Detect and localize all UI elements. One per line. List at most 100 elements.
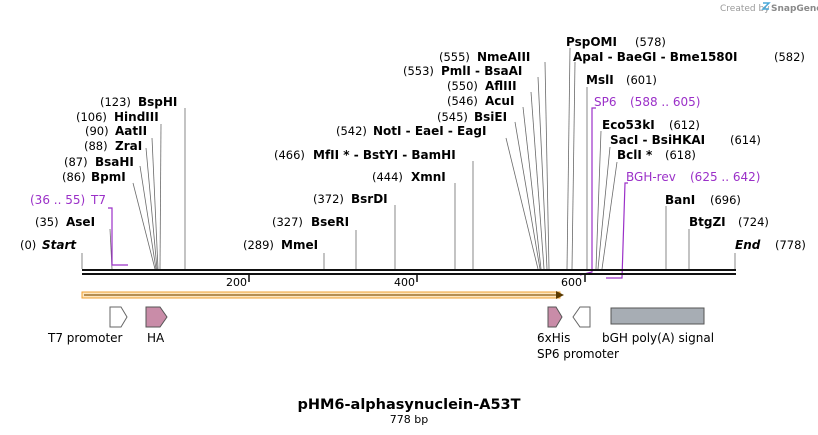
site-name-bsrdi: BsrDI <box>351 192 388 206</box>
site-pos-bseri: (327) <box>272 215 303 229</box>
primer-sp6-marker <box>579 107 596 276</box>
site-pos-noti: (542) <box>336 124 367 138</box>
leader-hindiii <box>159 123 162 270</box>
backbone-top <box>82 269 736 271</box>
site-pos-zrai: (88) <box>84 139 108 153</box>
plasmid-length: 778 bp <box>390 413 428 426</box>
site-pos-afliii: (550) <box>447 79 478 93</box>
site-name-bpmi: BpmI <box>91 170 126 184</box>
leader-afliii <box>530 91 545 270</box>
primer-range-sp6: (588 .. 605) <box>630 95 700 109</box>
leader-bpmi <box>132 182 156 270</box>
site-name-asei: AseI <box>66 215 95 229</box>
feature-sp6-promoter-arrow <box>572 306 591 328</box>
site-name-acui: AcuI <box>485 94 514 108</box>
leader-bsiei <box>514 121 541 270</box>
site-name-bseri: BseRI <box>311 215 349 229</box>
leader-acui <box>522 106 542 270</box>
site-pos-bsrdi: (372) <box>313 192 344 206</box>
site-pos-end: (778) <box>775 238 806 252</box>
site-pos-btgzi: (724) <box>738 215 769 229</box>
site-name-mmei: MmeI <box>281 238 318 252</box>
site-pos-bpmi: (86) <box>62 170 86 184</box>
leader-pmli <box>537 76 548 270</box>
site-pos-start: (0) <box>20 238 36 252</box>
leader-bsahi <box>139 165 157 270</box>
site-pos-bcli: (618) <box>665 148 696 162</box>
feature-label-ha: HA <box>147 331 165 345</box>
site-name-bsiei: BsiEI <box>474 110 507 124</box>
site-name-msli: MslI <box>586 73 614 87</box>
leader-eco53ki <box>595 130 602 270</box>
site-pos-pmli: (553) <box>403 64 434 78</box>
leader-nmeaiii <box>544 61 550 270</box>
site-name-mfii: MfII * - BstYI - BamHI <box>313 148 456 162</box>
site-pos-eco53ki: (612) <box>669 118 700 132</box>
feature-label-6xhis: 6xHis <box>537 331 570 345</box>
site-name-zrai: ZraI <box>115 139 142 153</box>
backbone-bottom <box>82 273 736 275</box>
primer-range-t7: (36 .. 55) <box>30 193 85 207</box>
leader-saci <box>597 146 611 270</box>
site-name-bcli: BclI * <box>617 148 653 162</box>
site-name-end: End <box>735 238 761 252</box>
primer-name-bgh-rev: BGH-rev <box>626 170 676 184</box>
feature-label-bgh-polya: bGH poly(A) signal <box>602 331 714 345</box>
feature-t7-promoter-arrow <box>109 306 128 328</box>
site-name-hindiii: HindIII <box>114 110 159 124</box>
feature-6xhis-arrow <box>547 306 563 328</box>
feature-label-sp6-promoter: SP6 promoter <box>537 347 619 361</box>
site-pos-msli: (601) <box>626 73 657 87</box>
site-pos-asei: (35) <box>35 215 59 229</box>
leader-aatii <box>151 137 159 270</box>
scale-label-400: 400 <box>394 276 415 289</box>
site-name-afliii: AflIII <box>485 79 517 93</box>
site-labels: (0) Start (35) AseI (86) BpmI (87) BsaHI… <box>20 35 806 252</box>
site-name-bani: BanI <box>665 193 695 207</box>
site-pos-xmni: (444) <box>372 170 403 184</box>
site-leader-lines <box>81 47 736 270</box>
site-name-start: Start <box>42 238 77 252</box>
site-pos-saci: (614) <box>730 133 761 147</box>
site-name-bsphi: BspHI <box>138 95 177 109</box>
site-pos-pspomi: (578) <box>635 35 666 49</box>
orf-arrowhead-icon <box>556 291 564 299</box>
primer-labels: (36 .. 55) T7 SP6 (588 .. 605) BGH-rev (… <box>30 95 760 207</box>
site-pos-bani: (696) <box>710 193 741 207</box>
leader-noti <box>505 137 539 270</box>
site-pos-aatii: (90) <box>85 124 109 138</box>
feature-label-t7-promoter: T7 promoter <box>47 331 123 345</box>
credit-prefix: Created by <box>720 4 770 14</box>
scale-label-600: 600 <box>561 276 582 289</box>
primer-name-sp6: SP6 <box>594 95 617 109</box>
site-name-eco53ki: Eco53kI <box>602 118 655 132</box>
leader-zrai <box>145 147 158 270</box>
site-pos-mmei: (289) <box>243 238 274 252</box>
site-pos-apai: (582) <box>774 50 805 64</box>
site-pos-mfii: (466) <box>274 148 305 162</box>
site-name-btgzi: BtgZI <box>689 215 726 229</box>
snapgene-logo-icon <box>761 2 771 10</box>
site-pos-bsiei: (545) <box>437 110 468 124</box>
site-name-nmeaiii: NmeAIII <box>477 50 530 64</box>
plasmid-title: pHM6-alphasynuclein-A53T <box>297 397 520 413</box>
feature-bgh-polya-box <box>610 307 705 325</box>
primer-range-bgh-rev: (625 .. 642) <box>690 170 760 184</box>
primer-name-t7: T7 <box>90 193 106 207</box>
credit-brand: SnapGene <box>771 4 818 14</box>
primer-bgh-rev-marker <box>606 182 628 279</box>
scale-label-200: 200 <box>226 276 247 289</box>
site-name-apai: ApaI - BaeGI - Bme1580I <box>573 50 737 64</box>
leader-pspomi <box>566 47 571 270</box>
site-name-xmni: XmnI <box>411 170 446 184</box>
leader-apai <box>571 61 576 270</box>
site-pos-acui: (546) <box>447 94 478 108</box>
site-name-aatii: AatII <box>115 124 147 138</box>
site-name-pmli: PmlI - BsaAI <box>441 64 522 78</box>
site-name-bsahi: BsaHI <box>95 155 134 169</box>
feature-ha-arrow <box>145 306 168 328</box>
site-pos-nmeaiii: (555) <box>439 50 470 64</box>
site-name-saci: SacI - BsiHKAI <box>610 133 705 147</box>
site-pos-bsphi: (123) <box>100 95 131 109</box>
